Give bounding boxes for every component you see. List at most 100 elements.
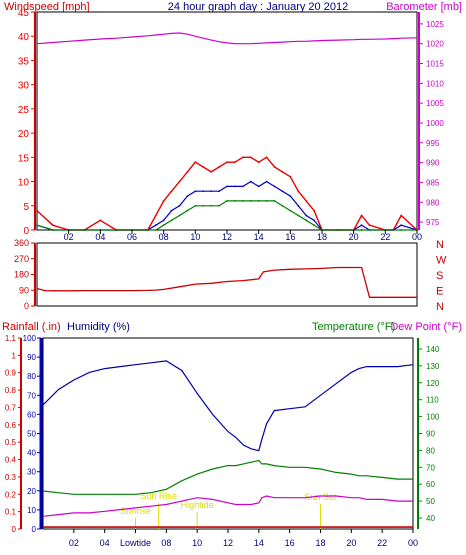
data-point xyxy=(368,224,371,227)
data-point xyxy=(51,229,54,231)
data-point xyxy=(162,224,165,227)
x-tick-label: 12 xyxy=(222,232,232,242)
data-point xyxy=(249,180,252,183)
data-point xyxy=(202,190,205,193)
rain-tick-label: 0.6 xyxy=(5,421,17,430)
data-point xyxy=(289,175,292,178)
baro-tick-label: 1015 xyxy=(426,60,444,69)
humidity-tick-label: 80 xyxy=(27,372,36,381)
data-point xyxy=(265,200,268,202)
dewpoint-axis-label: Dew Point (°F) xyxy=(390,321,462,333)
astro-marker-label: Sun Rise xyxy=(140,491,177,501)
humidity-tick-label: 60 xyxy=(27,410,36,419)
data-point xyxy=(400,224,403,227)
x-tick-label: 00 xyxy=(412,232,422,242)
data-point xyxy=(170,209,173,212)
wind-tick-label: 10 xyxy=(18,178,30,189)
humidity-tick-label: 40 xyxy=(27,449,36,458)
data-point xyxy=(36,224,38,227)
data-point xyxy=(265,180,268,183)
data-point xyxy=(360,224,363,227)
temp-tick-label: 120 xyxy=(426,379,440,388)
data-point xyxy=(297,190,300,193)
data-point xyxy=(210,190,213,193)
temp-tick-label: 80 xyxy=(426,446,435,455)
data-point xyxy=(218,190,220,193)
data-point xyxy=(194,190,197,193)
rain-tick-label: 0.8 xyxy=(5,386,17,395)
data-point xyxy=(289,209,292,212)
temp-humidity-panel: 0 0.1 0.2 0.3 0.4 0.5 0.6 0.7 0.8 0.9 1 1.1 0 10 20 30… xyxy=(5,334,440,548)
data-point xyxy=(186,195,189,197)
data-point xyxy=(178,214,181,217)
astro-marker-label: Sunrise xyxy=(120,506,151,516)
mid-plot-frame xyxy=(36,242,418,307)
data-point xyxy=(313,209,315,212)
data-point xyxy=(226,185,228,188)
data-point xyxy=(392,229,395,231)
temp-tick-label: 50 xyxy=(426,497,435,506)
wind-tick-label: 0 xyxy=(23,226,29,237)
data-point xyxy=(305,214,308,217)
wind-tick-label: 40 xyxy=(18,32,30,43)
data-point xyxy=(202,204,205,207)
data-point xyxy=(162,200,165,202)
wind-tick-label: 5 xyxy=(23,202,29,213)
humidity-tick-label: 90 xyxy=(27,353,36,362)
humidity-tick-label: 100 xyxy=(23,334,37,343)
data-point xyxy=(313,219,315,222)
temp-tick-label: 60 xyxy=(426,480,435,489)
direction-tick-label: 180 xyxy=(14,270,29,280)
x-tick-label: 14 xyxy=(254,232,264,242)
rain-tick-label: 0.2 xyxy=(5,490,17,499)
data-point xyxy=(186,209,189,212)
x-tick-label: 08 xyxy=(159,232,169,242)
baro-tick-label: 995 xyxy=(426,139,440,148)
data-point xyxy=(273,166,276,168)
data-point xyxy=(249,156,252,159)
rain-tick-label: 1 xyxy=(12,351,17,360)
data-point xyxy=(234,200,236,202)
humidity-tick-label: 0 xyxy=(32,525,37,534)
data-point xyxy=(170,190,173,193)
data-point xyxy=(273,185,276,188)
data-point xyxy=(210,170,213,173)
temp-tick-label: 130 xyxy=(426,362,440,371)
x-tick-label: 10 xyxy=(190,232,200,242)
baro-tick-label: 1020 xyxy=(426,40,444,49)
wind-tick-label: 25 xyxy=(18,105,30,116)
data-point xyxy=(36,209,38,212)
temp-tick-label: 110 xyxy=(426,396,439,405)
data-point xyxy=(154,214,157,217)
rain-tick-label: 0.5 xyxy=(5,438,17,447)
temp-tick-label: 140 xyxy=(426,345,440,354)
data-point xyxy=(281,190,284,193)
page-title: 24 hour graph day : January 20 2012 xyxy=(168,1,348,13)
data-point xyxy=(400,214,403,217)
humidity-tick-label: 20 xyxy=(27,487,36,496)
data-point xyxy=(305,219,308,222)
series-line-windspeed-mph- xyxy=(36,156,418,231)
x-tick-label: 02 xyxy=(69,538,79,548)
temp-tick-label: 90 xyxy=(426,430,435,439)
humidity-tick-label: 30 xyxy=(27,468,36,477)
data-point xyxy=(241,156,244,159)
direction-tick-label: 0 xyxy=(24,301,29,311)
rain-tick-label: 0 xyxy=(12,525,17,534)
data-point xyxy=(360,214,363,217)
x-tick-label: 22 xyxy=(380,232,390,242)
data-point xyxy=(281,204,284,207)
rain-tick-label: 1.1 xyxy=(5,334,17,343)
baro-tick-label: 1005 xyxy=(426,99,444,108)
rainfall-axis-label: Rainfall (.in) xyxy=(2,321,61,333)
x-tick-label: 06 xyxy=(127,232,137,242)
x-tick-label: 20 xyxy=(346,538,356,548)
data-point xyxy=(265,156,268,159)
x-tick-label: 10 xyxy=(192,538,202,548)
data-point xyxy=(249,200,252,202)
x-tick-label: 04 xyxy=(95,232,105,242)
astro-marker-label: Hightide xyxy=(181,500,214,510)
astro-marker-label: Sun Set xyxy=(304,492,337,502)
